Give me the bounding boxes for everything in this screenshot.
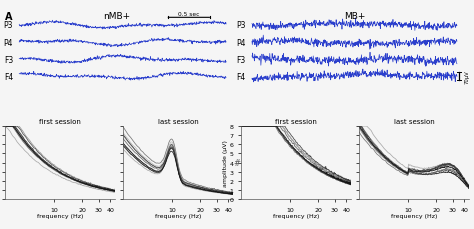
Text: P4: P4 — [3, 38, 13, 47]
X-axis label: frequency (Hz): frequency (Hz) — [36, 213, 83, 218]
Text: F3: F3 — [237, 55, 246, 64]
Text: P3: P3 — [237, 21, 246, 30]
Title: first session: first session — [275, 119, 317, 125]
Text: P4: P4 — [237, 38, 246, 47]
Text: nMB+: nMB+ — [103, 12, 130, 21]
X-axis label: frequency (Hz): frequency (Hz) — [391, 213, 438, 218]
Text: F4: F4 — [237, 72, 246, 81]
Title: last session: last session — [394, 119, 435, 125]
Text: 70μV: 70μV — [464, 70, 469, 84]
Title: first session: first session — [39, 119, 81, 125]
Title: last session: last session — [157, 119, 198, 125]
Text: P3: P3 — [3, 21, 13, 30]
Text: F4: F4 — [4, 72, 13, 81]
Text: A: A — [5, 12, 12, 22]
Text: 0.5 sec: 0.5 sec — [178, 11, 200, 16]
Y-axis label: amplitude (μV): amplitude (μV) — [223, 139, 228, 186]
X-axis label: frequency (Hz): frequency (Hz) — [155, 213, 201, 218]
X-axis label: frequency (Hz): frequency (Hz) — [273, 213, 319, 218]
Text: #: # — [234, 158, 240, 167]
Text: F3: F3 — [4, 55, 13, 64]
Text: MB+: MB+ — [344, 12, 365, 21]
